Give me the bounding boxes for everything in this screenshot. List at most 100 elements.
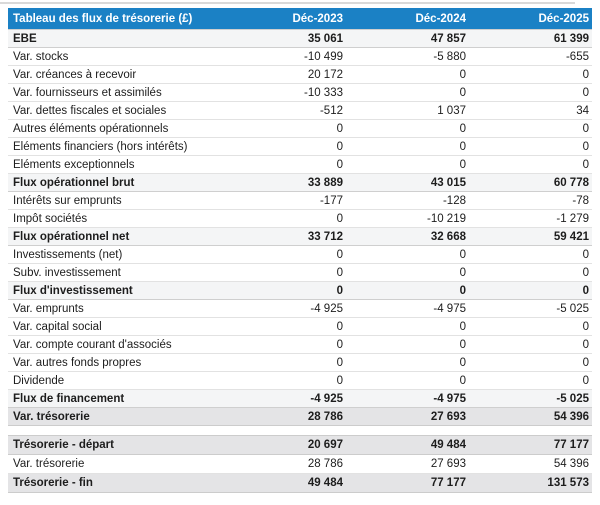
row-label: Var. trésorerie <box>8 454 223 474</box>
row-label: Var. créances à recevoir <box>8 65 223 84</box>
row-label: Impôt sociétés <box>8 209 223 228</box>
cell-value: 54 396 <box>469 454 592 474</box>
cell-value: -4 925 <box>223 299 346 318</box>
cell-value: 0 <box>469 353 592 372</box>
row-label: Flux opérationnel net <box>8 227 223 246</box>
cell-value: -177 <box>223 191 346 210</box>
cell-value: 0 <box>346 317 469 336</box>
column-header-dec-2023: Déc-2023 <box>223 8 346 30</box>
cell-value: 0 <box>346 245 469 264</box>
cell-value: 0 <box>346 119 469 138</box>
cell-value: 0 <box>223 371 346 390</box>
cashflow-table: Tableau des flux de trésorerie (£) Déc-2… <box>8 8 592 493</box>
table-row: Eléments exceptionnels 0 0 0 <box>8 155 592 174</box>
cell-value: 33 712 <box>223 227 346 246</box>
row-label: Var. trésorerie <box>8 407 223 426</box>
cell-value: 0 <box>469 65 592 84</box>
row-label: Flux d'investissement <box>8 281 223 300</box>
table-row: Autres éléments opérationnels 0 0 0 <box>8 119 592 138</box>
table-row: Var. emprunts -4 925 -4 975 -5 025 <box>8 299 592 318</box>
cell-value: -1 279 <box>469 209 592 228</box>
top-divider <box>0 2 575 4</box>
cell-value: -4 975 <box>346 389 469 408</box>
cell-value: 28 786 <box>223 454 346 474</box>
cell-value: -10 499 <box>223 47 346 66</box>
cell-value: 77 177 <box>469 435 592 455</box>
cell-value: 49 484 <box>223 473 346 493</box>
cell-value: 27 693 <box>346 454 469 474</box>
cell-value: 0 <box>469 371 592 390</box>
cell-value: -655 <box>469 47 592 66</box>
row-label: Var. emprunts <box>8 299 223 318</box>
cell-value: -10 333 <box>223 83 346 102</box>
cell-value: 0 <box>346 335 469 354</box>
table-row: Flux de financement -4 925 -4 975 -5 025 <box>8 389 592 408</box>
cell-value: 20 697 <box>223 435 346 455</box>
cell-value: 0 <box>223 263 346 282</box>
cell-value: -5 880 <box>346 47 469 66</box>
row-label: Autres éléments opérationnels <box>8 119 223 138</box>
table-title: Tableau des flux de trésorerie (£) <box>8 8 223 30</box>
table-row: Var. trésorerie 28 786 27 693 54 396 <box>8 454 592 474</box>
row-label: Dividende <box>8 371 223 390</box>
cell-value: 131 573 <box>469 473 592 493</box>
cell-value: 28 786 <box>223 407 346 426</box>
row-label: Trésorerie - départ <box>8 435 223 455</box>
cell-value: 0 <box>223 245 346 264</box>
table-row: Trésorerie - fin 49 484 77 177 131 573 <box>8 473 592 493</box>
row-label: Intérêts sur emprunts <box>8 191 223 210</box>
cell-value: 0 <box>223 353 346 372</box>
cell-value: 54 396 <box>469 407 592 426</box>
cell-value: -4 975 <box>346 299 469 318</box>
row-label: Trésorerie - fin <box>8 473 223 493</box>
table-row: Flux opérationnel net 33 712 32 668 59 421 <box>8 227 592 246</box>
table-row: EBE 35 061 47 857 61 399 <box>8 29 592 48</box>
row-label: EBE <box>8 29 223 48</box>
cell-value: 0 <box>469 245 592 264</box>
table-row: Intérêts sur emprunts -177 -128 -78 <box>8 191 592 210</box>
cell-value: 77 177 <box>346 473 469 493</box>
cell-value: 33 889 <box>223 173 346 192</box>
cell-value: 0 <box>469 281 592 300</box>
row-label: Var. stocks <box>8 47 223 66</box>
table-row: Var. autres fonds propres 0 0 0 <box>8 353 592 372</box>
table-row: Trésorerie - départ 20 697 49 484 77 177 <box>8 435 592 455</box>
cell-value: 0 <box>346 65 469 84</box>
cell-value: 0 <box>223 155 346 174</box>
cell-value: 0 <box>346 155 469 174</box>
cell-value: 0 <box>469 155 592 174</box>
cell-value: 0 <box>346 281 469 300</box>
cell-value: -5 025 <box>469 299 592 318</box>
column-header-dec-2024: Déc-2024 <box>346 8 469 30</box>
table-row: Var. stocks -10 499 -5 880 -655 <box>8 47 592 66</box>
cell-value: 0 <box>223 281 346 300</box>
row-label: Flux opérationnel brut <box>8 173 223 192</box>
cell-value: 0 <box>346 353 469 372</box>
row-label: Investissements (net) <box>8 245 223 264</box>
row-label: Eléments exceptionnels <box>8 155 223 174</box>
table-row: Var. fournisseurs et assimilés -10 333 0 0 <box>8 83 592 102</box>
cell-value: -128 <box>346 191 469 210</box>
cell-value: 34 <box>469 101 592 120</box>
table-row: Dividende 0 0 0 <box>8 371 592 390</box>
cell-value: 0 <box>469 137 592 156</box>
cell-value: 35 061 <box>223 29 346 48</box>
cell-value: -4 925 <box>223 389 346 408</box>
row-label: Var. fournisseurs et assimilés <box>8 83 223 102</box>
cell-value: 60 778 <box>469 173 592 192</box>
row-label: Var. capital social <box>8 317 223 336</box>
table-header-row: Tableau des flux de trésorerie (£) Déc-2… <box>8 8 592 30</box>
cell-value: 1 037 <box>346 101 469 120</box>
cell-value: 0 <box>223 137 346 156</box>
cell-value: 0 <box>223 335 346 354</box>
table-row: Var. dettes fiscales et sociales -512 1 03… <box>8 101 592 120</box>
section-spacer <box>8 425 592 436</box>
cell-value: 0 <box>469 263 592 282</box>
cell-value: 0 <box>469 317 592 336</box>
cell-value: 0 <box>223 119 346 138</box>
row-label: Eléments financiers (hors intérêts) <box>8 137 223 156</box>
cell-value: 0 <box>469 83 592 102</box>
table-row: Impôt sociétés 0 -10 219 -1 279 <box>8 209 592 228</box>
cell-value: 0 <box>346 263 469 282</box>
cell-value: -10 219 <box>346 209 469 228</box>
